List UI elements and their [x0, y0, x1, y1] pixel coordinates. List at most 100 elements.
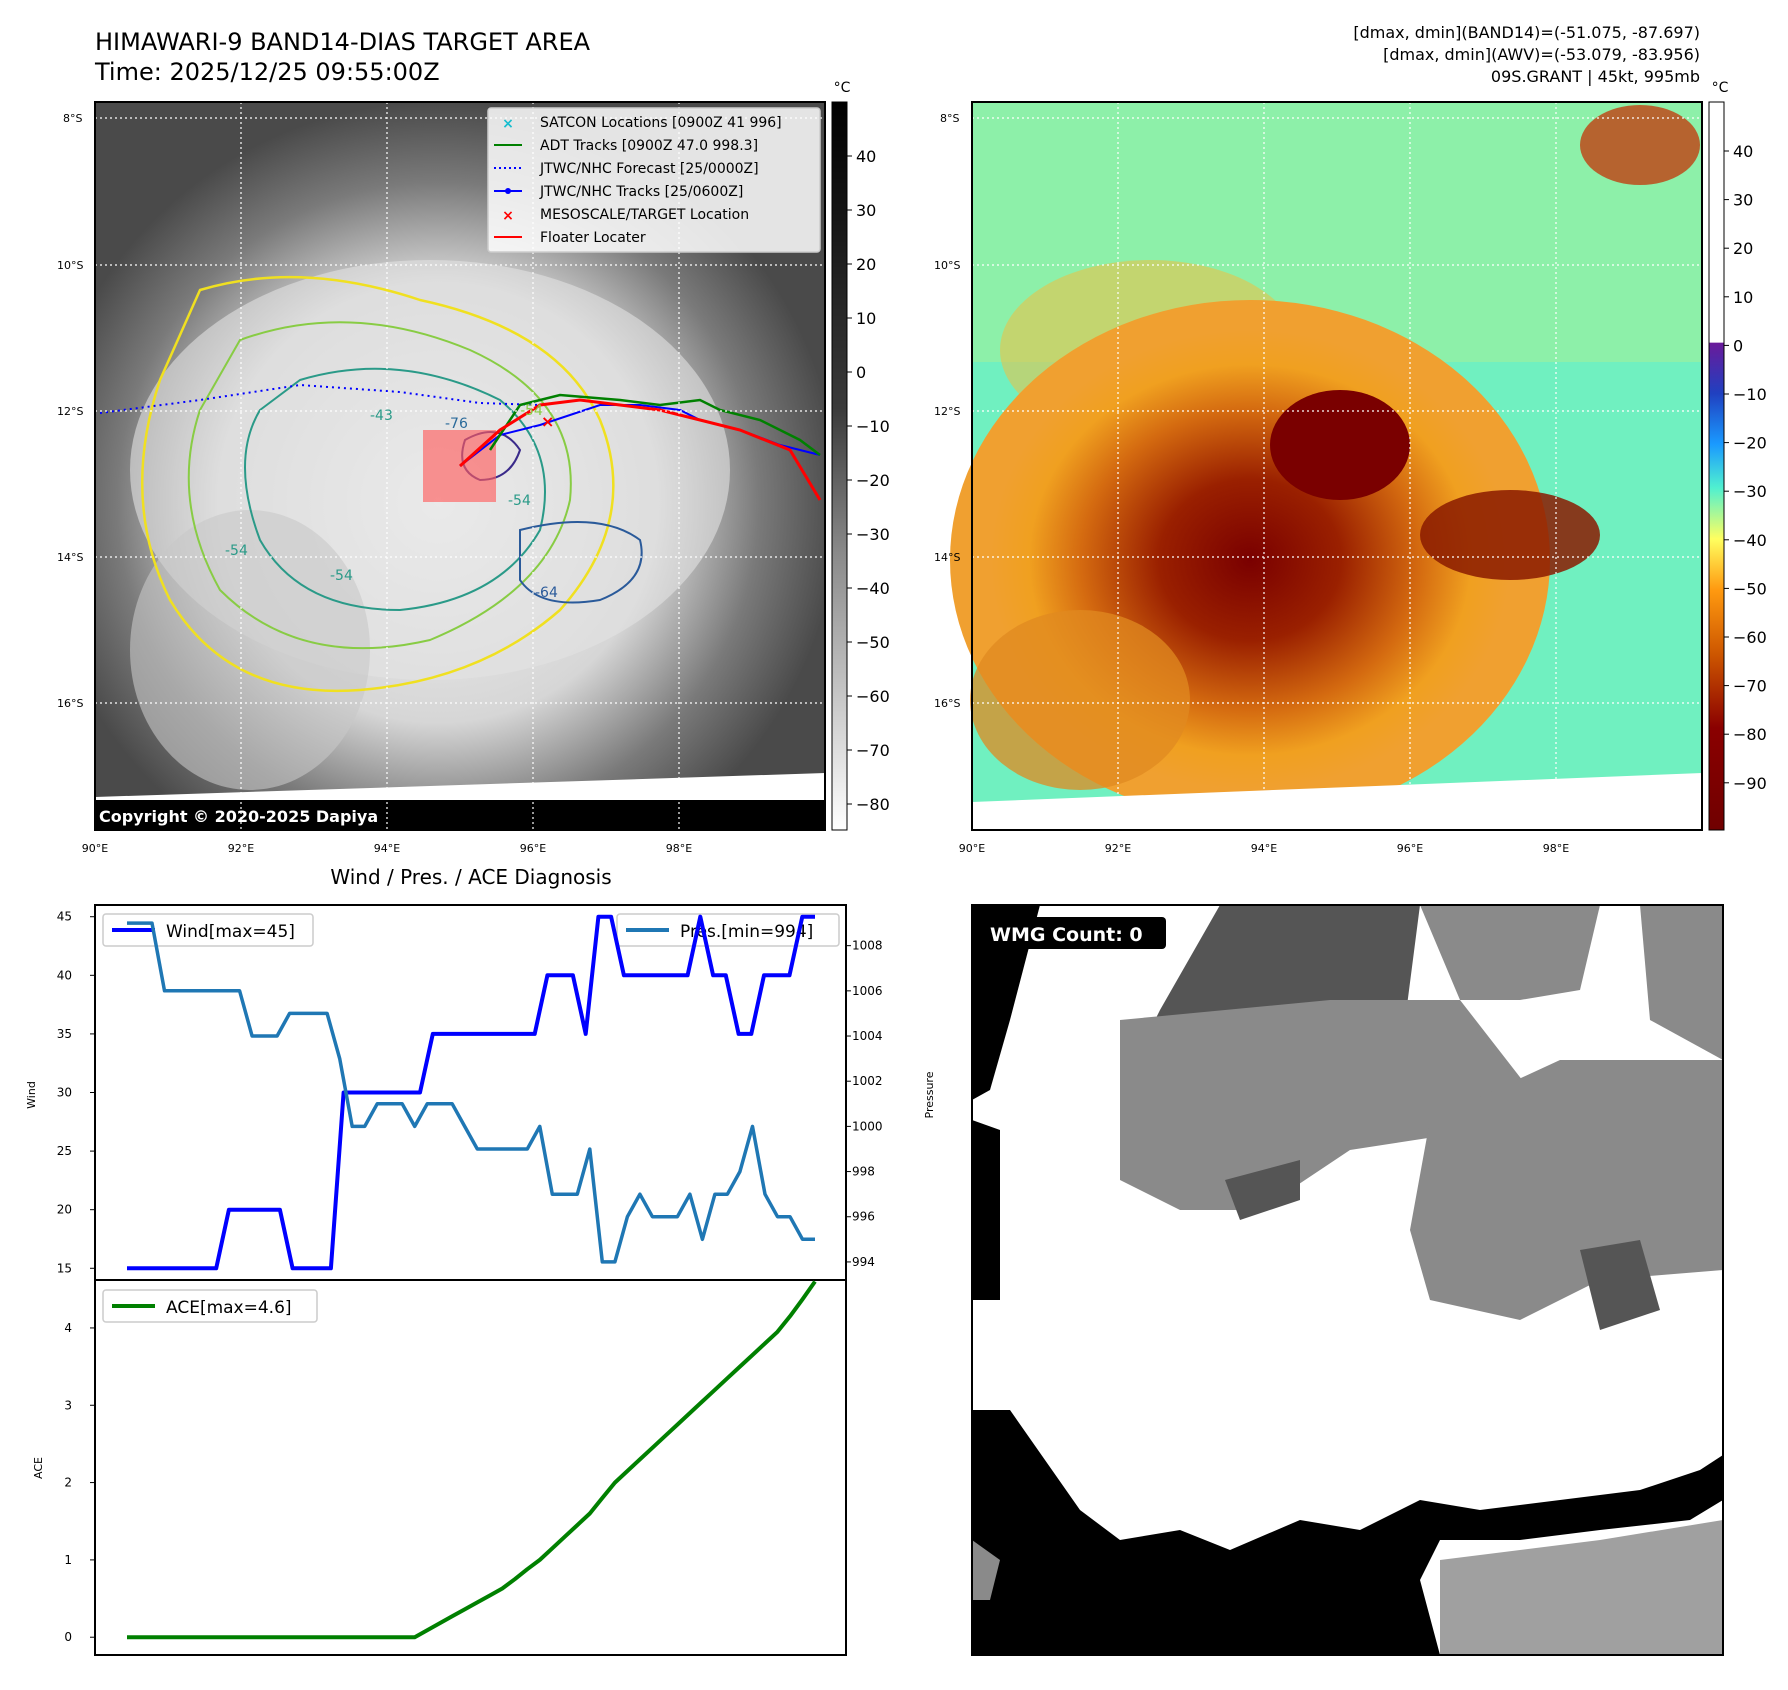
colorbar-tick-label: 10 [1733, 288, 1753, 307]
lon-label: 94°E [1251, 842, 1277, 855]
contour-label: -54 [330, 568, 353, 584]
contour-label: -76 [445, 416, 468, 432]
awv-lon-labels: 90°E 92°E 94°E 96°E 98°E [959, 842, 1569, 855]
axis-tick-label: 4 [64, 1321, 72, 1335]
legend-marker-icon: × [502, 116, 514, 132]
ace-panel [94, 1279, 847, 1656]
contour-label: -54 [508, 493, 531, 509]
wind-legend: Wind[max=45] [102, 913, 314, 947]
contour-label: -43 [370, 408, 393, 424]
colorbar-tick-label: −10 [1733, 385, 1767, 404]
legend-label: SATCON Locations [0900Z 41 996] [540, 115, 782, 131]
colorbar-tick-label: −50 [1733, 579, 1767, 598]
axis-tick-label: 1004 [852, 1029, 883, 1043]
stats-awv: [dmax, dmin](AWV)=(-53.079, -83.956) [1383, 45, 1700, 64]
lat-label: 8°S [940, 112, 959, 125]
lat-label: 14°S [934, 551, 960, 564]
jtwc-forecast-line [99, 383, 541, 414]
adt-track-line [488, 393, 821, 456]
legend-label: JTWC/NHC Forecast [25/0000Z] [539, 161, 759, 177]
time-label: Time: 2025/12/25 09:55:00Z [94, 58, 440, 86]
colorbar-tick-label: −50 [856, 633, 890, 652]
colorbar-tick-label: −30 [856, 525, 890, 544]
lat-label: 12°S [934, 405, 960, 418]
pressure-axis-label: Pressure [923, 1071, 936, 1118]
lat-label: 10°S [934, 259, 960, 272]
axis-tick-label: 994 [852, 1255, 875, 1269]
lon-label: 98°E [1543, 842, 1569, 855]
axis-tick-label: 15 [57, 1261, 72, 1275]
awv-colorbar: °C 40 30 20 10 0 −10 −20 −30 −40 −50 −60 −70 −80 −90 [1708, 80, 1767, 831]
lon-label: 96°E [1397, 842, 1423, 855]
colorbar-tick-label: −20 [1733, 434, 1767, 453]
legend-item: JTWC/NHC Tracks [25/0600Z] [494, 184, 743, 200]
legend-item: ADT Tracks [0900Z 47.0 998.3] [494, 138, 758, 154]
contour-label: -54 [520, 403, 543, 419]
ace-axis-label: ACE [32, 1457, 45, 1479]
lon-label: 96°E [520, 842, 546, 855]
axis-tick-label: 1 [64, 1553, 72, 1567]
colorbar-tick-label: −90 [1733, 774, 1767, 793]
awv-lat-labels: 8°S 10°S 12°S 14°S 16°S [934, 112, 960, 710]
axis-tick-label: 30 [57, 1086, 72, 1100]
contour-label: -54 [225, 543, 248, 559]
lat-label: 8°S [63, 112, 82, 125]
axis-tick-label: 40 [57, 968, 72, 982]
colorbar-tick-label: −60 [1733, 628, 1767, 647]
axis-tick-label: 1008 [852, 939, 883, 953]
colorbar-tick-label: 20 [1733, 239, 1753, 258]
ace-series-line [127, 1280, 817, 1640]
lat-label: 16°S [57, 697, 83, 710]
legend-wind: Wind[max=45] [166, 922, 295, 942]
axis-tick-label: 35 [57, 1027, 72, 1041]
axis-tick-label: 996 [852, 1210, 875, 1224]
wmg-count: WMG Count: 0 [990, 924, 1143, 946]
colorbar-tick-label: 30 [856, 201, 876, 220]
awv-panel [950, 102, 1702, 830]
colorbar-tick-label: 40 [856, 147, 876, 166]
axis-tick-label: 1002 [852, 1074, 883, 1088]
diagnosis-title: Wind / Pres. / ACE Diagnosis [330, 865, 611, 889]
contour-labels: -76 -54 -54 -54 -64 -43 -54 [225, 403, 558, 601]
colorbar-tick-label: −10 [856, 417, 890, 436]
legend-label: ADT Tracks [0900Z 47.0 998.3] [540, 138, 758, 154]
colorbar-tick-label: −70 [1733, 677, 1767, 696]
colorbar-tick-label: −70 [856, 741, 890, 760]
lon-label: 90°E [959, 842, 985, 855]
ace-legend: ACE[max=4.6] [102, 1289, 318, 1323]
axis-tick-label: 45 [57, 910, 72, 924]
colorbar-unit: °C [834, 80, 851, 96]
wind-series-line [127, 914, 815, 1271]
colorbar-tick-label: −40 [1733, 531, 1767, 550]
copyright: Copyright © 2020-2025 Dapiya [99, 807, 378, 826]
legend-ace: ACE[max=4.6] [166, 1298, 292, 1318]
legend-pressure: Pres.[min=994] [680, 922, 813, 942]
pressure-series-line [127, 921, 815, 1264]
colorbar-tick-label: −30 [1733, 482, 1767, 501]
legend-item: Floater Locater [494, 230, 646, 246]
axis-tick-label: 998 [852, 1165, 875, 1179]
wind-axis-label: Wind [25, 1081, 38, 1109]
wmg-panel: WMG Count: 0 [971, 904, 1724, 1656]
colorbar-tick-label: 20 [856, 255, 876, 274]
colorbar-unit: °C [1712, 80, 1729, 96]
colorbar-tick-label: 40 [1733, 142, 1753, 161]
lon-label: 90°E [82, 842, 108, 855]
colorbar-tick-label: 30 [1733, 191, 1753, 210]
axis-tick-label: 1000 [852, 1119, 883, 1133]
colorbar-tick-label: −60 [856, 687, 890, 706]
lon-label: 92°E [228, 842, 254, 855]
lon-label: 98°E [666, 842, 692, 855]
ir-colorbar: °C 40 30 20 10 0 −10 −20 −30 −40 −50 −60 −70 −80 [831, 80, 890, 831]
map-legend: × SATCON Locations [0900Z 41 996] ADT Trac… [487, 107, 821, 253]
wind-pressure-panel [94, 904, 847, 1281]
colorbar-tick-label: −20 [856, 471, 890, 490]
legend-item: JTWC/NHC Forecast [25/0000Z] [494, 161, 759, 177]
colorbar-tick-label: 10 [856, 309, 876, 328]
colorbar-tick-label: −80 [1733, 725, 1767, 744]
colorbar-tick-label: 0 [856, 363, 866, 382]
pressure-legend: Pres.[min=994] [616, 913, 840, 947]
axis-tick-label: 3 [64, 1398, 72, 1412]
floater-line [458, 398, 822, 501]
